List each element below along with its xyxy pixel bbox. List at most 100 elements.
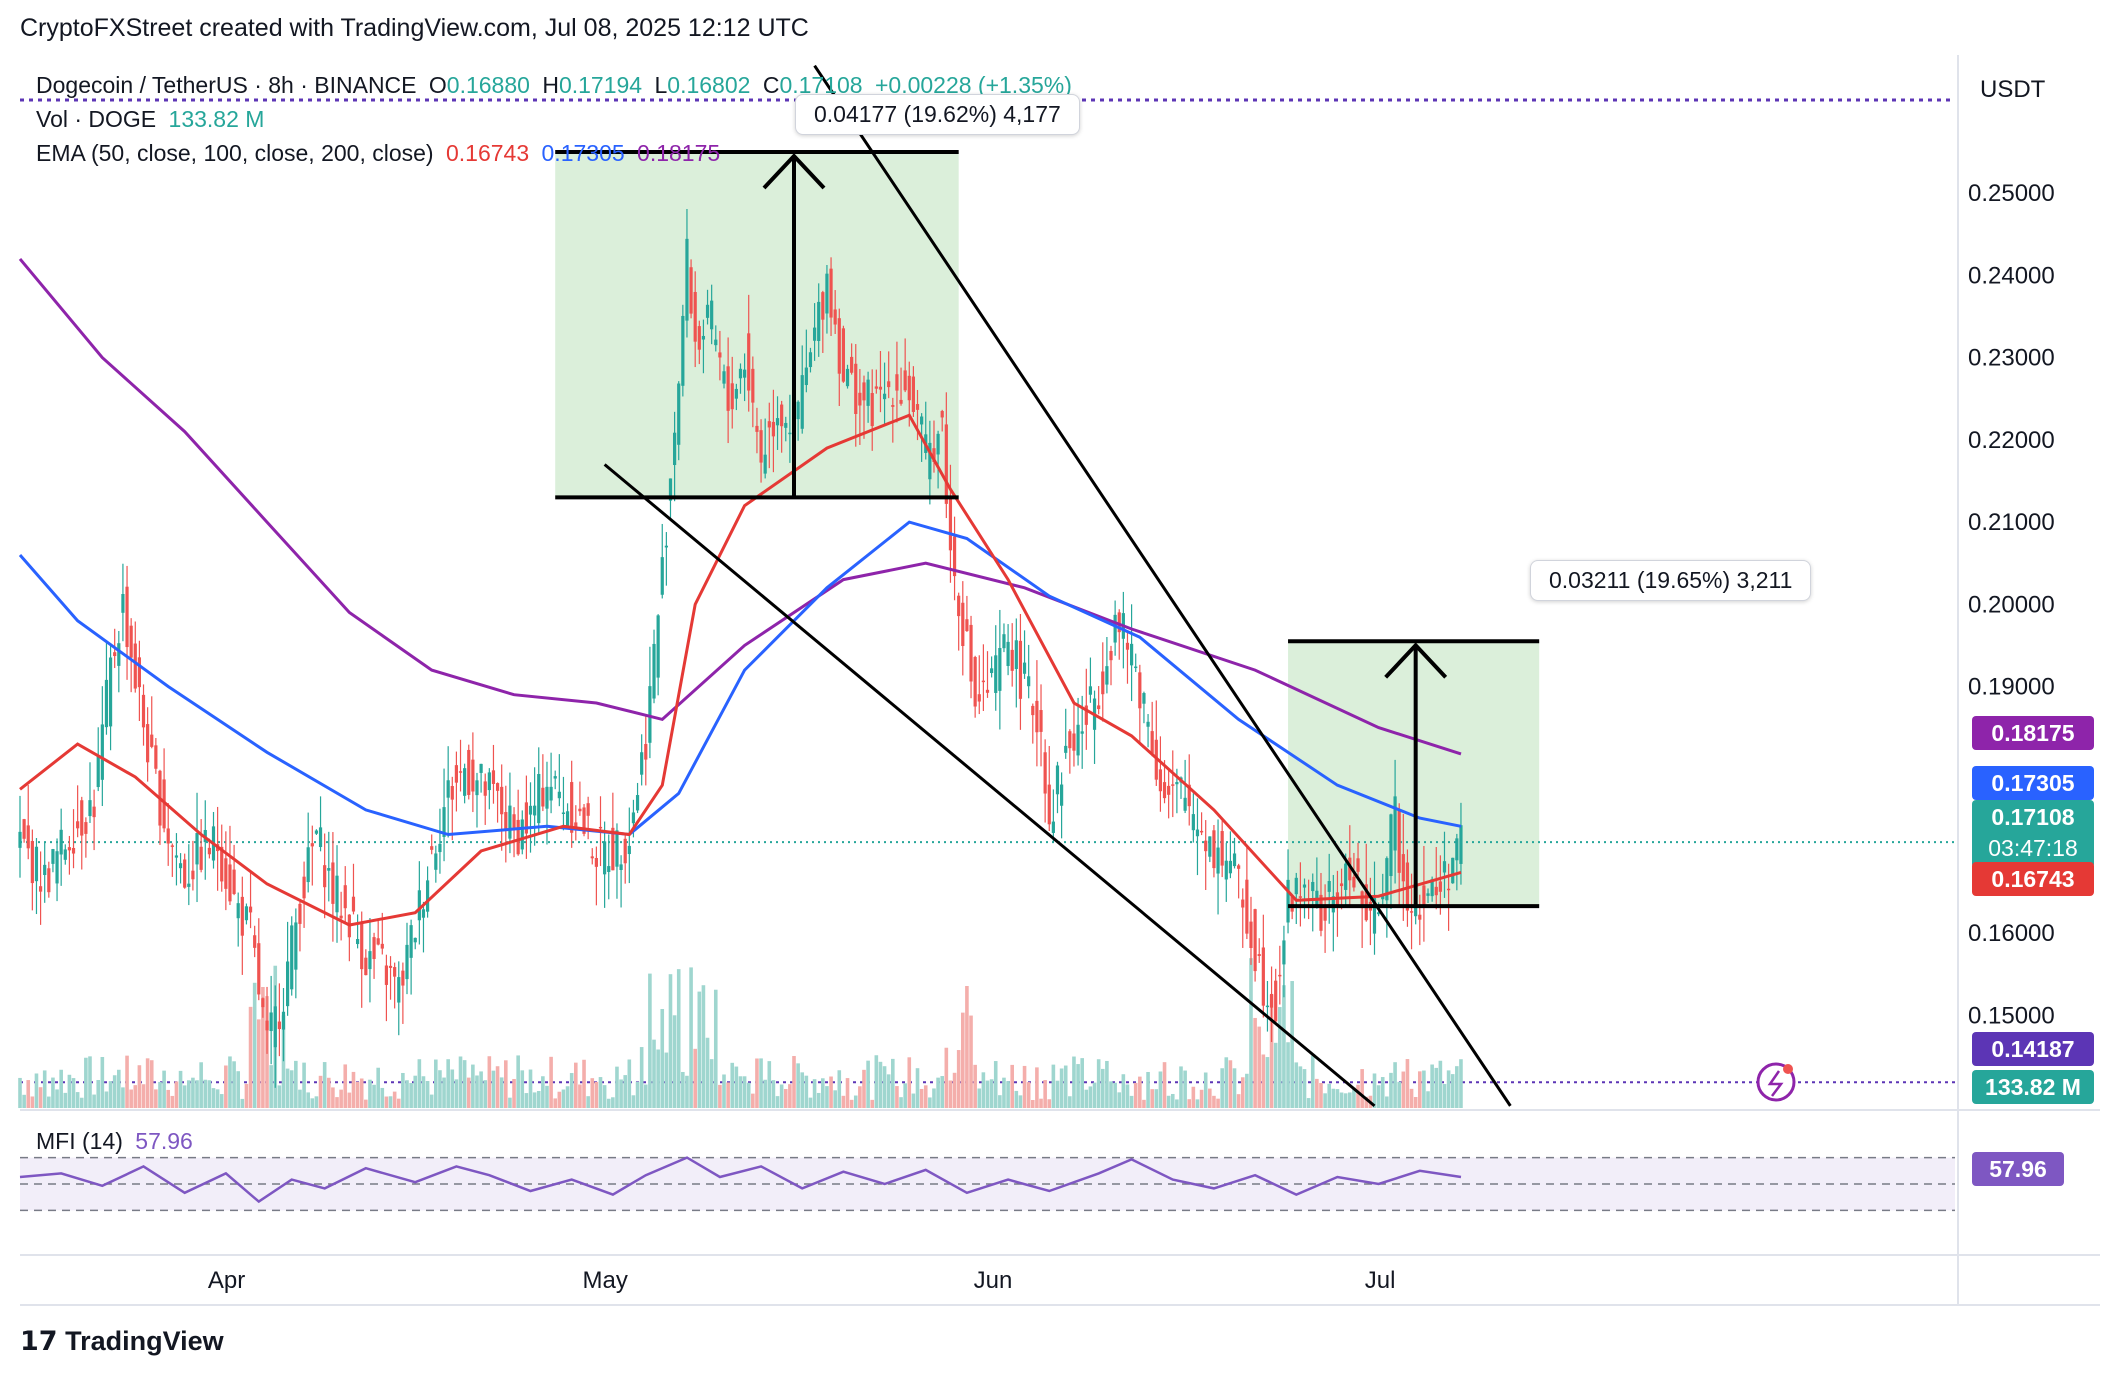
volume-bar [643,1084,648,1108]
candle-body [747,333,751,391]
candle-body [393,967,397,977]
candle-body [257,943,261,995]
volume-bar [932,1088,936,1108]
volume-bar [1199,1089,1204,1108]
candle-body [409,925,413,958]
candle-body [290,925,294,990]
volume-bar [359,1078,364,1108]
candle-body [224,858,228,889]
target-zone [1288,641,1540,907]
tradingview-mark-icon: 𝟭𝟳 [20,1326,58,1356]
ema-label[interactable]: EMA (50, close, 100, close, 200, close) [36,140,434,166]
candle-body [607,866,611,872]
candle-body [817,301,821,341]
price-tick-label: 0.24000 [1968,262,2055,289]
candle-body [763,454,767,474]
volume-bar [1434,1067,1439,1108]
last-price-value: 0.17108 [1991,804,2075,830]
volume-bar [219,1094,224,1108]
candle-body [812,327,817,341]
volume-bar [442,1077,446,1108]
volume-label[interactable]: Vol · DOGE [36,106,157,132]
volume-bar [306,1092,310,1108]
volume-bar [458,1056,463,1108]
volume-bar [384,1096,389,1108]
candle-body [63,849,67,860]
volume-bar [466,1077,471,1108]
mfi-label[interactable]: MFI (14) [36,1128,123,1154]
volume-bar [1393,1062,1397,1108]
lower-trendline [603,463,1376,1108]
symbol-title[interactable]: Dogecoin / TetherUS · 8h · BINANCE [36,72,417,98]
candle-body [100,724,104,780]
volume-bars [18,958,1463,1108]
volume-bar [812,1079,817,1108]
measure-box-target[interactable]: 0.03211 (19.65%) 3,211 [1530,560,1812,601]
candle-body [1409,911,1414,913]
volume-bar [121,1087,125,1108]
volume-bar [611,1097,615,1108]
candle-body [454,765,459,783]
candle-body [1442,861,1447,873]
candle-body [565,811,570,826]
candle-body [623,838,627,864]
volume-bar [331,1087,335,1108]
candle-body [1364,884,1368,921]
candle-body [368,951,372,970]
price-tick-label: 0.22000 [1968,427,2055,454]
volume-bar [1043,1080,1047,1108]
ema200-line [18,257,1462,756]
lightning-icon [1756,1062,1796,1102]
candle-body [1146,721,1150,727]
candle-body [837,318,841,374]
candle-body [360,921,364,970]
arrow-head [762,153,826,190]
volume-bar [1450,1074,1455,1108]
volume-bar [915,1068,920,1108]
candle-body [38,886,43,892]
volume-bar [149,1060,154,1108]
volume-bar [409,1083,413,1108]
candle-body [199,846,203,870]
candle-body [253,935,257,948]
volume-bar [672,1015,677,1108]
candle-body [1426,893,1430,896]
volume-bar [903,1083,907,1108]
volume-bar [1092,1082,1097,1108]
volume-bar [1228,1060,1233,1108]
volume-bar [1438,1060,1443,1108]
volume-bar [1364,1096,1369,1108]
volume-bar [1133,1082,1138,1108]
candle-body [545,786,549,809]
volume-bar [697,991,702,1108]
currency-label[interactable]: USDT [1980,76,2046,103]
volume-bar [685,1075,689,1108]
volume-bar [1084,1089,1089,1108]
volume-bar [973,1064,977,1108]
volume-bar [475,1075,479,1108]
volume-bar [18,1077,22,1108]
candle-body [627,845,631,855]
ema50-value: 0.16743 [445,140,530,166]
volume-bar [1347,1092,1352,1108]
volume-bar [1076,1064,1080,1108]
measure-box-flag[interactable]: 0.04177 (19.62%) 4,177 [795,94,1080,135]
candle-body [561,812,566,814]
candle-body [314,830,319,834]
candle-body [388,965,393,968]
volume-bar [1051,1064,1056,1108]
candle-body [1430,879,1434,897]
price-tick-label: 0.23000 [1968,345,2055,372]
candle-body [1113,614,1117,643]
volume-bar [355,1081,360,1108]
candle-body [34,846,39,882]
candle-body [936,433,940,455]
volume-bar [38,1087,43,1108]
volume-bar [948,1080,953,1108]
candle-body [1286,879,1290,923]
volume-bar [829,1076,833,1108]
candle-body [907,375,911,401]
tradingview-logo[interactable]: 𝟭𝟳 TradingView [20,1326,224,1357]
symbol-legend: Dogecoin / TetherUS · 8h · BINANCE O0.16… [36,72,1078,99]
